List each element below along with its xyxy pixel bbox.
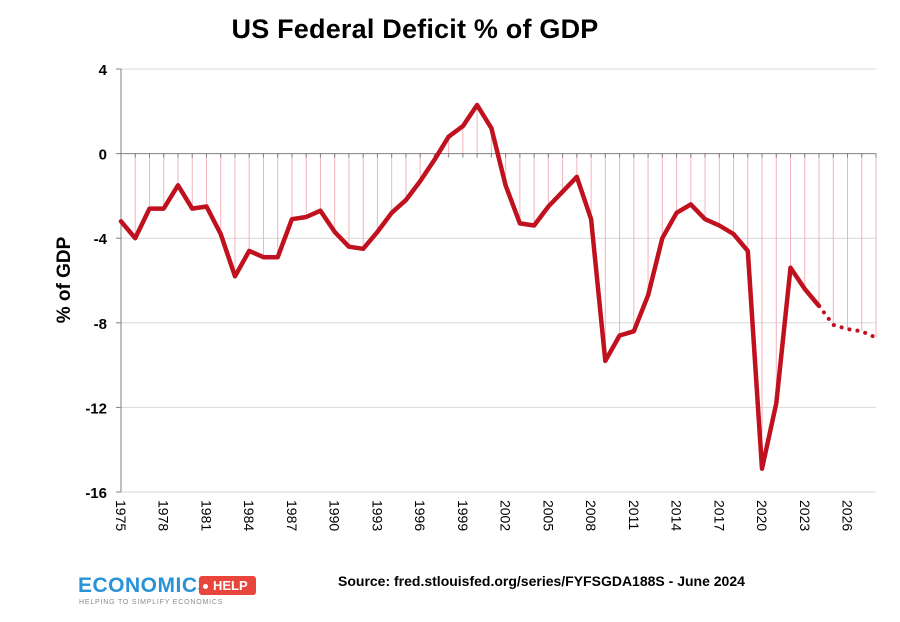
source-text: Source: fred.stlouisfed.org/series/FYFSG… xyxy=(338,573,745,589)
y-tick-label: 4 xyxy=(99,62,108,79)
x-tick-label: 2026 xyxy=(840,500,856,531)
x-tick-label: 2023 xyxy=(797,500,813,531)
x-tick-label: 2014 xyxy=(669,500,685,531)
x-tick-label: 2002 xyxy=(498,500,514,531)
economicshelp-logo: ECONOMICS HELP HELPING TO SIMPLIFY ECONO… xyxy=(78,574,268,614)
label-layer: 4 0 -4 -8 -12 -16 1975 1978 1981 1984 1987 1990 1993… xyxy=(54,62,856,531)
x-tick-label: 2017 xyxy=(711,500,727,531)
x-tick-label: 1981 xyxy=(198,500,214,531)
y-axis-label: % of GDP xyxy=(54,236,75,323)
x-tick-label: 1990 xyxy=(327,500,343,531)
x-tick-label: 1999 xyxy=(455,500,471,531)
logo-tag: HELP xyxy=(199,576,256,595)
x-tick-label: 1984 xyxy=(241,500,257,531)
y-tick-label: -16 xyxy=(85,485,107,502)
actual-series-line xyxy=(118,102,822,471)
axis-layer xyxy=(116,68,877,493)
x-tick-label: 2005 xyxy=(540,500,556,531)
logo-tag-dot xyxy=(203,584,208,589)
y-tick-label: 0 xyxy=(99,147,107,164)
x-tick-label: 2020 xyxy=(754,500,770,531)
y-tick-label: -12 xyxy=(85,400,107,417)
x-tick-label: 2008 xyxy=(583,500,599,531)
y-tick-label: -4 xyxy=(94,231,108,248)
chart-title: US Federal Deficit % of GDP xyxy=(231,14,599,44)
series-layer xyxy=(118,102,878,471)
x-tick-label: 1987 xyxy=(284,500,300,531)
y-tick-label: -8 xyxy=(94,316,107,333)
x-tick-label: 1978 xyxy=(156,500,172,531)
x-tick-label: 1993 xyxy=(369,500,385,531)
logo-tagline: HELPING TO SIMPLIFY ECONOMICS xyxy=(79,599,224,606)
projection-series-line xyxy=(817,303,878,340)
logo-main-text: ECONOMICS xyxy=(78,574,213,597)
logo-tag-text: HELP xyxy=(213,578,248,593)
x-tick-label: 1996 xyxy=(412,500,428,531)
grid-layer xyxy=(121,68,876,493)
x-tick-label: 2011 xyxy=(626,500,642,530)
x-tick-label: 1975 xyxy=(113,500,129,531)
area-fill-layer xyxy=(120,104,877,469)
